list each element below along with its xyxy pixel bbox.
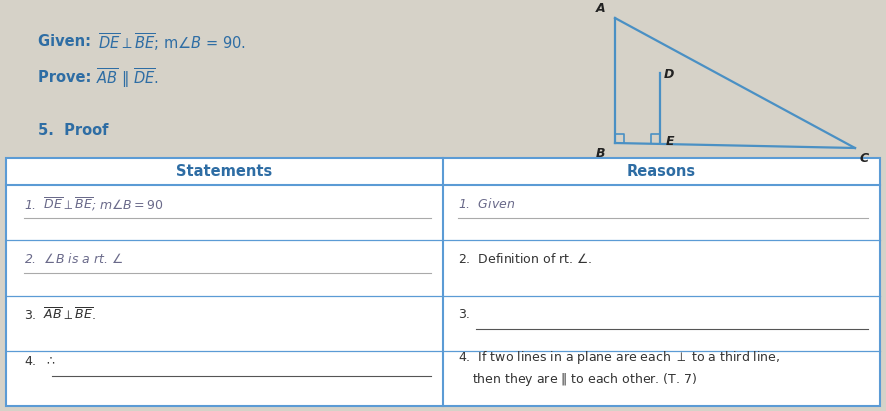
Bar — [6, 158, 880, 406]
Text: 1.  $\mathit{Given}$: 1. $\mathit{Given}$ — [458, 197, 515, 211]
Text: 2.  $\angle B$ is a rt. $\angle$: 2. $\angle B$ is a rt. $\angle$ — [24, 252, 123, 266]
Text: C: C — [860, 152, 869, 165]
Text: Prove:: Prove: — [38, 71, 97, 85]
Text: 5.  Proof: 5. Proof — [38, 122, 108, 138]
Text: $\overline{AB}$ $\|$ $\overline{DE}$.: $\overline{AB}$ $\|$ $\overline{DE}$. — [96, 66, 159, 90]
Text: Reasons: Reasons — [627, 164, 696, 179]
Text: 2.  Definition of rt. $\angle$.: 2. Definition of rt. $\angle$. — [458, 252, 592, 266]
Text: 3.: 3. — [458, 308, 470, 321]
Text: Given:: Given: — [38, 35, 96, 49]
Text: A: A — [595, 2, 605, 15]
Text: Statements: Statements — [176, 164, 273, 179]
Text: $\overline{DE} \perp \overline{BE}$; m$\angle B$ = 90.: $\overline{DE} \perp \overline{BE}$; m$\… — [98, 31, 245, 53]
Text: E: E — [666, 134, 674, 148]
Text: then they are $\|$ to each other. (T. 7): then they are $\|$ to each other. (T. 7) — [472, 372, 697, 388]
Text: D: D — [664, 69, 674, 81]
Text: 1.  $\overline{DE} \perp \overline{BE}$; m$\angle B = 90$: 1. $\overline{DE} \perp \overline{BE}$; … — [24, 196, 164, 213]
Text: 3.  $\overline{AB} \perp \overline{BE}$.: 3. $\overline{AB} \perp \overline{BE}$. — [24, 307, 96, 323]
Text: 4.  $\therefore$: 4. $\therefore$ — [24, 356, 56, 368]
Text: B: B — [595, 147, 605, 160]
Text: 4.  If two lines in a plane are each $\perp$ to a third line,: 4. If two lines in a plane are each $\pe… — [458, 349, 781, 367]
